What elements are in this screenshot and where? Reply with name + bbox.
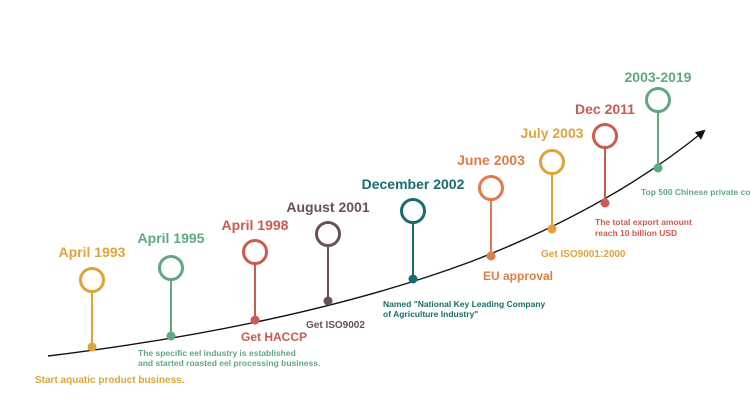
milestone-date: April 1995	[138, 230, 205, 246]
milestone-date: July 2003	[520, 125, 583, 141]
milestone-event-text: The total export amount	[595, 217, 692, 227]
milestone-date: April 1993	[59, 244, 126, 260]
milestone-ring-marker	[158, 255, 184, 281]
milestone-date: December 2002	[362, 176, 465, 192]
milestone-dot	[323, 296, 333, 306]
milestone-event-text: Start aquatic product business.	[35, 375, 185, 386]
milestone-event-text: Get ISO9001:2000	[541, 249, 626, 260]
milestone-event-text: of Agriculture Industry"	[383, 309, 478, 319]
milestone-ring-marker	[79, 267, 105, 293]
milestone: April 1998 Get HACCP	[222, 217, 307, 344]
milestone-dot	[250, 315, 260, 325]
milestone-ring-marker	[400, 198, 426, 224]
milestone-ring-marker	[539, 149, 565, 175]
milestone-ring-marker	[315, 221, 341, 247]
milestone-date: April 1998	[222, 217, 289, 233]
milestone-event-text: Named "National Key Leading Company	[383, 299, 546, 309]
milestone-event-text: Get HACCP	[241, 330, 307, 344]
milestone: July 2003 Get ISO9001:2000	[520, 125, 625, 260]
milestone-dot	[408, 274, 418, 284]
milestone-date: August 2001	[286, 199, 369, 215]
milestone: April 1995 The specific eel industry is e…	[138, 230, 321, 368]
milestone-ring-marker	[242, 239, 268, 265]
milestone-event-text: Top 500 Chinese private companies	[641, 187, 750, 197]
milestone: August 2001 Get ISO9002	[286, 199, 369, 331]
milestone-event-text: The specific eel industry is established	[138, 348, 296, 358]
milestone-event-text: and started roasted eel processing busin…	[138, 358, 320, 368]
milestone-event-text: EU approval	[483, 269, 553, 283]
milestone-date: Dec 2011	[575, 101, 635, 117]
milestone-ring-marker	[592, 123, 618, 149]
milestone-date: 2003-2019	[625, 69, 692, 85]
milestone-ring-marker	[645, 87, 671, 113]
milestone-ring-marker	[478, 175, 504, 201]
milestone: April 1993 Start aquatic product business…	[35, 244, 185, 386]
milestone: December 2002 Named "National Key Leading…	[362, 176, 546, 319]
milestone-event-text: reach 10 billion USD	[595, 228, 677, 238]
milestone: June 2003 EU approval	[457, 152, 553, 283]
milestone-dot	[486, 251, 496, 261]
milestone: 2003-2019 Top 500 Chinese private compani…	[625, 69, 750, 197]
timeline-curve	[47, 129, 706, 357]
milestone-event-text: Get ISO9002	[306, 320, 365, 331]
milestone-dot	[600, 198, 610, 208]
milestone-dot	[87, 342, 97, 352]
milestone-dot	[653, 163, 663, 173]
milestone-dot	[166, 331, 176, 341]
milestone-dot	[547, 224, 557, 234]
milestone-date: June 2003	[457, 152, 525, 168]
